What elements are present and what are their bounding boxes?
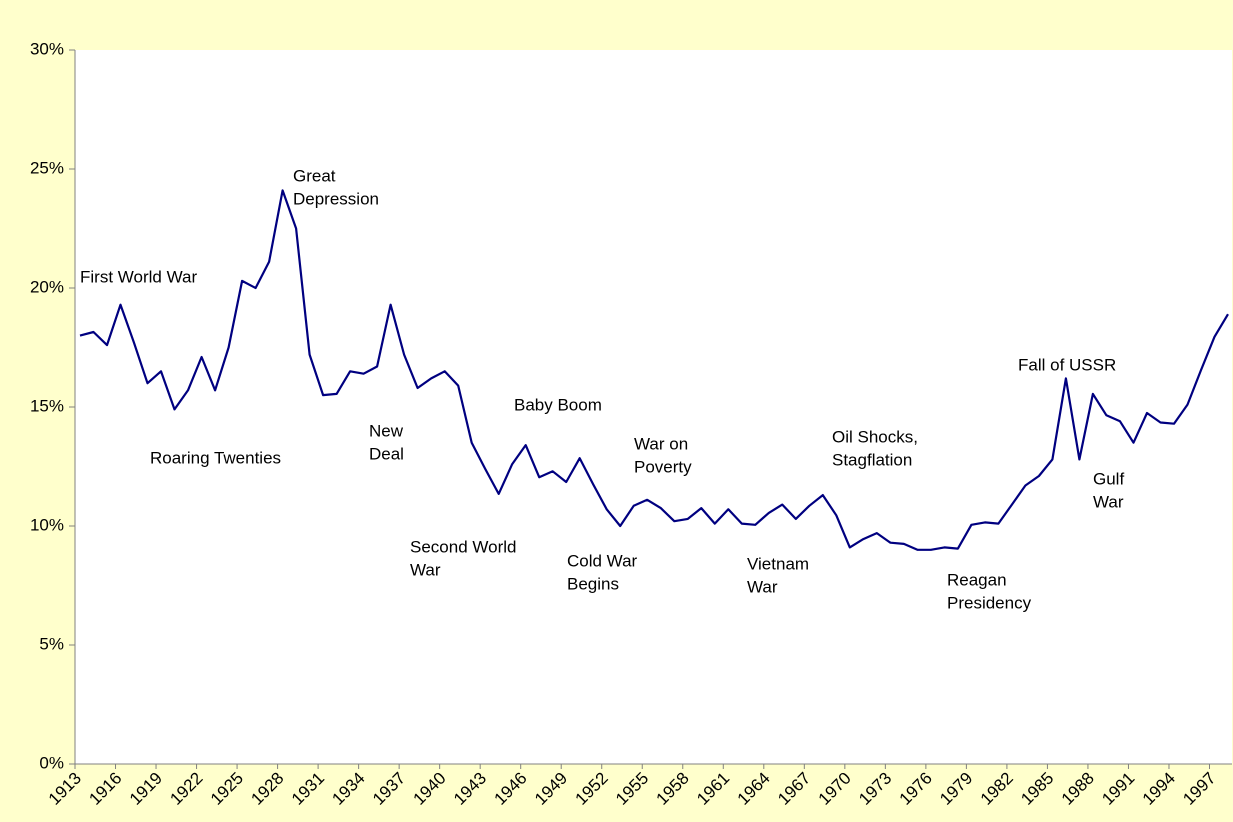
annotation: War [1093, 492, 1124, 511]
annotation: Presidency [947, 593, 1032, 612]
annotation: Oil Shocks, [832, 427, 918, 446]
y-tick-label: 30% [30, 39, 64, 58]
annotation: Gulf [1093, 469, 1124, 488]
y-tick-label: 25% [30, 158, 64, 177]
annotation: Cold War [567, 551, 638, 570]
annotation: First World War [80, 267, 197, 286]
annotation: Reagan [947, 570, 1007, 589]
y-tick-label: 0% [39, 753, 64, 772]
annotation: New [369, 421, 404, 440]
y-tick-label: 10% [30, 515, 64, 534]
annotation: Second World [410, 537, 516, 556]
y-tick-label: 20% [30, 277, 64, 296]
annotation: Fall of USSR [1018, 355, 1116, 374]
annotation: Vietnam [747, 554, 809, 573]
annotation: Poverty [634, 457, 692, 476]
annotation: War on [634, 434, 688, 453]
annotation: Great [293, 166, 336, 185]
data-line [79, 189, 1229, 551]
y-tick-label: 5% [39, 634, 64, 653]
annotation: Begins [567, 574, 619, 593]
annotation: Roaring Twenties [150, 448, 281, 467]
annotation: Stagflation [832, 450, 912, 469]
annotation: Baby Boom [514, 395, 602, 414]
annotation: War [747, 577, 778, 596]
annotation: War [410, 560, 441, 579]
annotation: Deal [369, 444, 404, 463]
annotation: Depression [293, 189, 379, 208]
y-tick-label: 15% [30, 396, 64, 415]
plot-area [75, 50, 1232, 764]
